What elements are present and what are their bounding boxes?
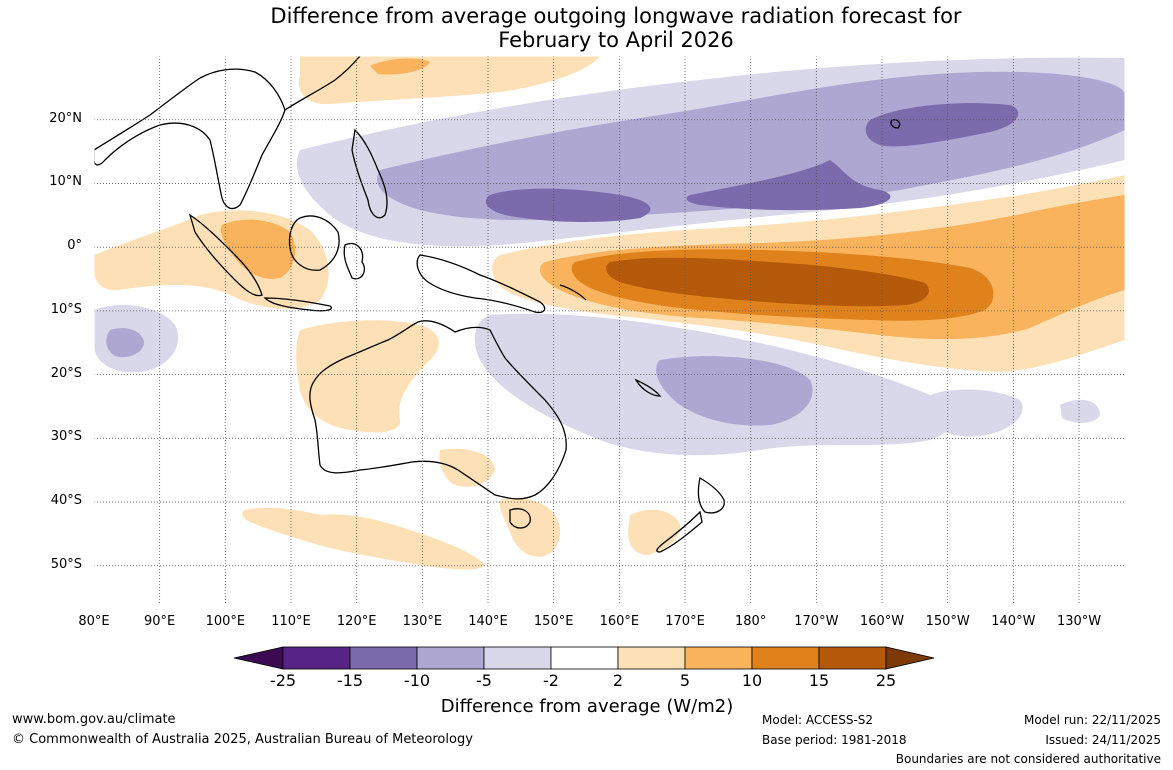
- latitude-label: 40°S: [50, 493, 82, 509]
- footer-disclaimer: Boundaries are not considered authoritat…: [895, 752, 1161, 766]
- longitude-label: 100°E: [205, 614, 246, 629]
- coastline-java: [263, 297, 332, 312]
- footer-base-period: Base period: 1981-2018: [762, 733, 907, 747]
- gridlines: [94, 56, 1125, 604]
- anomaly-region-light-purple-southeast: [925, 389, 1023, 437]
- longitude-label: 110°E: [271, 614, 311, 629]
- coastline-nz-south: [656, 510, 703, 553]
- longitude-label: 150°W: [925, 614, 970, 629]
- anomaly-region-light-orange-nz: [628, 509, 681, 555]
- anomaly-region-orange-maritime: [220, 219, 296, 279]
- map-frame: [93, 55, 1126, 605]
- coastline-sumatra: [188, 213, 263, 297]
- longitude-label: 170°W: [794, 614, 839, 629]
- anomaly-region-light-orange-se-australia: [439, 448, 495, 487]
- anomaly-region-mid-purple-west: [106, 328, 144, 358]
- colorbar-tick-label: -5: [476, 671, 492, 690]
- colorbar-tick-label: 15: [808, 671, 830, 690]
- longitude-label: 90°E: [144, 614, 176, 629]
- footer-model-run: Model run: 22/11/2025: [1023, 713, 1161, 727]
- anomaly-region-light-purple-far-east: [1060, 399, 1100, 423]
- coastline-new-guinea: [416, 254, 546, 314]
- colorbar-swatch: [483, 646, 552, 670]
- colorbar-tick-label: 25: [875, 671, 897, 690]
- anomaly-region-mid-purple-south: [656, 356, 813, 426]
- title-line-1: Difference from average outgoing longwav…: [270, 4, 962, 28]
- footer-issued: Issued: 24/11/2025: [1045, 733, 1161, 747]
- colorbar-swatch: [751, 646, 820, 670]
- colorbar-swatch: [684, 646, 753, 670]
- latitude-label: 10°S: [50, 301, 82, 317]
- colorbar-swatch: [416, 646, 485, 670]
- anomaly-region-orange-north: [370, 58, 430, 75]
- longitude-label: 120°E: [336, 614, 377, 629]
- coastline-australia: [309, 320, 567, 500]
- anomaly-region-light-orange-south-ocean: [242, 507, 485, 570]
- colorbar-over-arrow: [885, 646, 935, 670]
- footer-copyright: © Commonwealth of Australia 2025, Austra…: [12, 732, 473, 747]
- colorbar-tick-label: -2: [543, 671, 559, 690]
- longitude-label: 150°E: [533, 614, 574, 629]
- anomaly-region-light-orange-australia: [296, 320, 439, 433]
- colorbar-swatch: [818, 646, 887, 670]
- anomaly-region-dark-purple-west-pacific: [485, 188, 651, 222]
- colorbar-tick-label: 5: [679, 671, 691, 690]
- anomaly-region-dark-purple-hawaii: [865, 103, 1019, 147]
- anomaly-region-dark-purple-central-pacific: [686, 160, 891, 211]
- colorbar-tick-label: 10: [741, 671, 763, 690]
- chart-title: Difference from average outgoing longwav…: [0, 4, 1173, 52]
- colorbar-tick-label: 2: [612, 671, 624, 690]
- footer-website[interactable]: www.bom.gov.au/climate: [12, 712, 176, 727]
- colorbar-title: Difference from average (W/m2): [440, 696, 734, 717]
- latitude-label: 0°: [67, 238, 82, 254]
- coastline-tasmania: [509, 508, 531, 529]
- longitude-label: 180°: [735, 614, 767, 629]
- coastline-solomon: [559, 284, 587, 301]
- colorbar-tick-label: -15: [336, 671, 364, 690]
- colorbar-swatch: [550, 646, 619, 670]
- colorbar-tick-label: -10: [403, 671, 431, 690]
- coastline-china: [284, 56, 361, 111]
- coastline-se-asia: [94, 68, 286, 210]
- latitude-label: 20°S: [50, 365, 82, 381]
- coastline-nz-north: [697, 476, 725, 514]
- coastline-borneo: [288, 215, 340, 271]
- latitude-label: 10°N: [49, 174, 82, 190]
- longitude-label: 130°W: [1056, 614, 1102, 629]
- coastline-hawaii: [890, 118, 901, 129]
- longitude-label: 80°E: [78, 614, 110, 629]
- coastline-sulawesi: [343, 242, 366, 280]
- longitude-label: 160°W: [859, 614, 905, 629]
- latitude-label: 50°S: [50, 556, 82, 572]
- footer-model: Model: ACCESS-S2: [762, 713, 874, 727]
- coastline-new-caledonia: [634, 378, 662, 397]
- colorbar: [233, 646, 935, 670]
- colorbar-tick-label: -25: [269, 671, 297, 690]
- colorbar-swatch: [349, 646, 418, 670]
- latitude-label: 30°S: [50, 429, 82, 445]
- latitude-label: 20°N: [49, 110, 82, 126]
- colorbar-swatch: [282, 646, 351, 670]
- anomaly-field: [94, 56, 1125, 570]
- title-line-2: February to April 2026: [498, 28, 734, 52]
- coastlines: [94, 56, 901, 553]
- coastline-philippines: [351, 128, 388, 219]
- anomaly-region-light-orange-tasman: [499, 498, 561, 557]
- longitude-label: 140°W: [991, 614, 1036, 629]
- anomaly-region-deep-orange-equatorial: [606, 257, 929, 307]
- longitude-label: 170°E: [665, 614, 705, 629]
- longitude-label: 160°E: [599, 614, 640, 629]
- colorbar-under-arrow: [233, 646, 284, 670]
- longitude-label: 140°E: [468, 614, 508, 629]
- colorbar-swatch: [617, 646, 686, 670]
- longitude-label: 130°E: [402, 614, 443, 629]
